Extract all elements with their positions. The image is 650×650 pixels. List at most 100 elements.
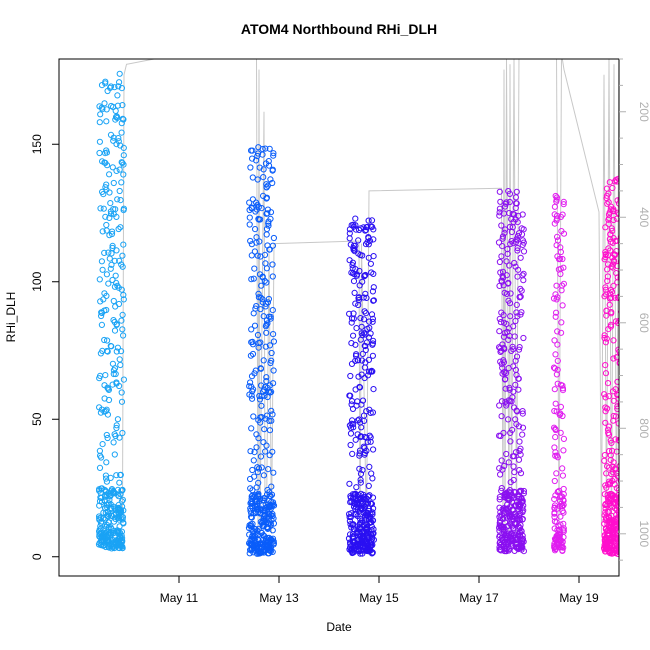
data-point [268, 349, 275, 357]
data-point [112, 490, 119, 497]
data-point [115, 83, 122, 90]
data-point [368, 500, 375, 508]
data-point [259, 151, 266, 158]
data-point [247, 379, 254, 386]
data-point [370, 270, 377, 277]
data-point [362, 331, 369, 338]
data-point [607, 539, 615, 546]
data-point [365, 356, 372, 363]
data-point [519, 211, 526, 218]
data-point [103, 488, 110, 495]
data-point [554, 233, 561, 240]
data-point [110, 439, 117, 446]
data-point [256, 238, 263, 245]
data-point [102, 408, 110, 415]
data-point [265, 466, 272, 473]
data-point [263, 442, 270, 449]
data-point [269, 166, 276, 173]
data-point [119, 311, 126, 318]
data-point [554, 380, 561, 387]
data-point [496, 188, 503, 195]
data-point [263, 374, 270, 381]
data-point [556, 497, 564, 505]
data-point [270, 469, 277, 476]
data-point [249, 147, 256, 154]
data-point [116, 544, 123, 552]
data-point [363, 447, 370, 454]
data-point [557, 213, 565, 220]
data-point [103, 227, 110, 234]
data-point [498, 309, 505, 316]
data-point [609, 477, 616, 485]
data-point [507, 438, 514, 445]
data-point [368, 217, 376, 224]
data-point [552, 351, 559, 358]
data-point [261, 251, 269, 258]
data-point [249, 155, 256, 162]
data-point [551, 386, 558, 393]
data-point [553, 408, 560, 415]
data-point [610, 355, 617, 362]
data-point [499, 243, 506, 250]
data-point [263, 329, 270, 336]
data-point [360, 316, 368, 323]
data-point [247, 352, 254, 359]
data-point [617, 401, 619, 408]
data-point [248, 252, 255, 259]
data-point [507, 313, 514, 320]
data-point [607, 231, 614, 238]
data-point [614, 274, 619, 281]
data-point [514, 313, 521, 320]
data-point [551, 505, 558, 512]
data-point [102, 213, 109, 220]
data-point [270, 331, 277, 338]
data-point [265, 218, 272, 225]
data-point [357, 515, 364, 523]
data-point [620, 221, 625, 226]
data-point [552, 543, 559, 550]
data-point [601, 256, 608, 263]
data-point [556, 487, 563, 494]
data-point [620, 513, 625, 518]
data-point [110, 297, 117, 305]
data-point [260, 388, 267, 395]
data-point [347, 392, 354, 399]
data-point [114, 344, 122, 351]
data-point [359, 397, 367, 404]
data-point [248, 241, 255, 248]
data-point [255, 465, 263, 472]
data-point [104, 434, 111, 442]
data-point [554, 489, 562, 496]
data-point [115, 514, 122, 522]
data-point [102, 529, 109, 537]
data-point [612, 465, 619, 472]
data-point [603, 515, 610, 522]
data-point [507, 290, 514, 297]
data-point [347, 424, 355, 431]
data-point [254, 201, 261, 208]
data-point [366, 368, 373, 375]
data-point [108, 343, 115, 350]
data-point [505, 279, 512, 286]
data-point [351, 289, 358, 296]
data-point [263, 321, 270, 328]
data-point [621, 197, 626, 202]
data-point [601, 391, 608, 398]
data-point [614, 209, 619, 216]
data-point [604, 463, 611, 470]
data-point [347, 430, 355, 437]
data-point [608, 225, 615, 232]
data-point [265, 520, 272, 527]
data-point [503, 272, 510, 279]
data-point [621, 473, 626, 478]
data-point [97, 205, 104, 212]
data-point [602, 291, 610, 298]
data-point [554, 237, 562, 244]
data-point [107, 529, 115, 536]
data-point [516, 467, 523, 474]
data-point [346, 235, 353, 242]
data-point [103, 459, 110, 466]
data-point [496, 496, 503, 503]
data-point [264, 206, 271, 213]
data-point [266, 452, 273, 459]
